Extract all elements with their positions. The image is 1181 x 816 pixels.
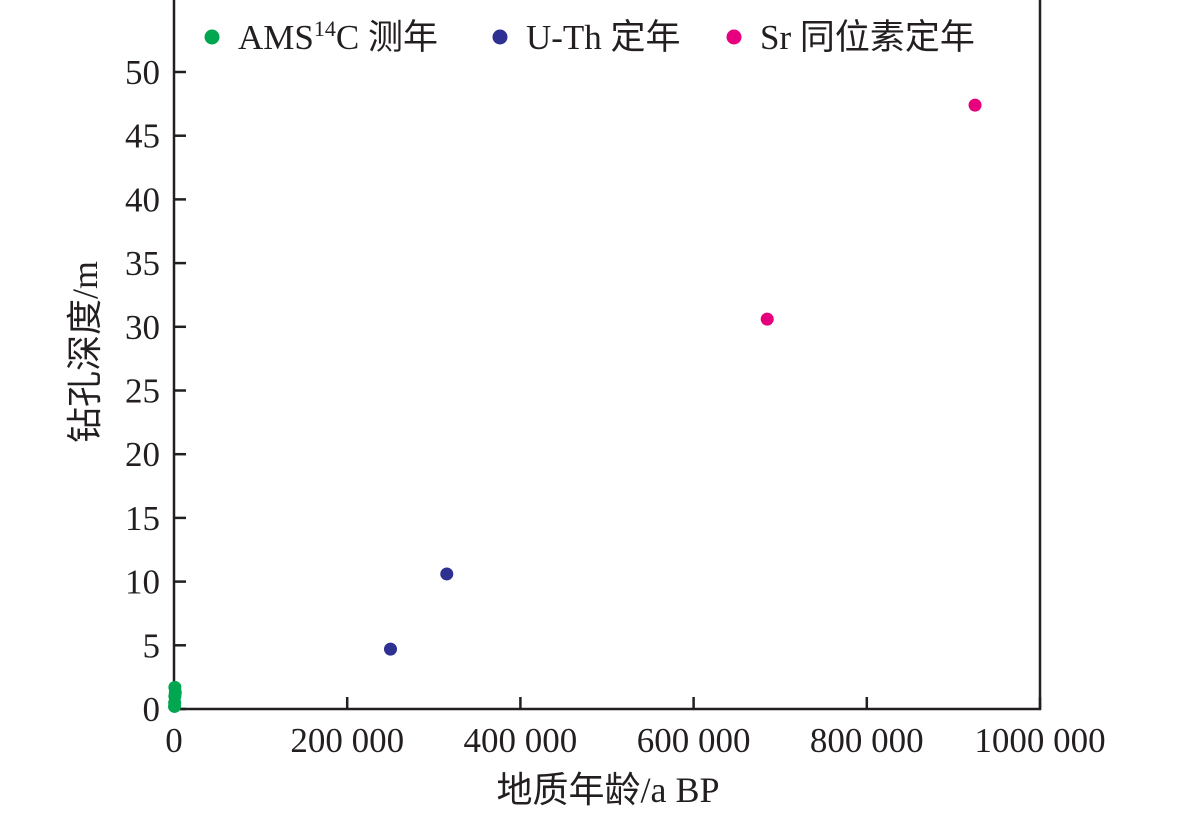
x-ticks: 0 200 000 400 000 600 000 800 000 1000 000	[165, 697, 1106, 760]
x-tick-label: 1000 000	[974, 721, 1105, 760]
y-axis-title: 钻孔深度/m	[65, 261, 105, 443]
legend-label: AMS14C 测年	[238, 16, 438, 57]
y-tick-label: 20	[125, 435, 160, 474]
y-tick-label: 5	[143, 626, 161, 665]
y-tick-label: 50	[125, 53, 160, 92]
legend-marker	[492, 29, 508, 45]
x-tick-label: 0	[165, 721, 183, 760]
legend-marker	[726, 29, 742, 45]
y-tick-label: 35	[125, 244, 160, 283]
x-tick-label: 800 000	[810, 721, 924, 760]
x-tick-label: 400 000	[464, 721, 578, 760]
axis-frame	[172, 0, 1042, 711]
x-axis-title: 地质年龄/a BP	[496, 770, 719, 810]
x-tick-label: 200 000	[290, 721, 404, 760]
y-tick-label: 40	[125, 180, 160, 219]
y-ticks: 0 5 10 15 20 25 30 35 40 45 50	[125, 53, 186, 729]
y-tick-label: 15	[125, 499, 160, 538]
data-point-series-2	[760, 312, 774, 326]
legend: AMS14C 测年 U-Th 定年 Sr 同位素定年	[204, 16, 975, 57]
data-point-series-1	[440, 567, 454, 581]
legend-label: U-Th 定年	[526, 18, 681, 57]
data-points	[168, 98, 982, 713]
y-tick-label: 0	[143, 690, 161, 729]
data-point-series-1	[384, 642, 397, 656]
y-tick-label: 30	[125, 308, 160, 347]
legend-marker	[204, 29, 220, 45]
data-point-series-0	[168, 699, 182, 713]
y-tick-label: 25	[125, 372, 160, 411]
data-point-series-2	[968, 98, 982, 112]
y-tick-label: 45	[125, 117, 160, 156]
axes-frame	[172, 0, 1042, 711]
legend-label: Sr 同位素定年	[760, 18, 975, 57]
x-tick-label: 600 000	[637, 721, 751, 760]
y-tick-label: 10	[125, 563, 160, 602]
